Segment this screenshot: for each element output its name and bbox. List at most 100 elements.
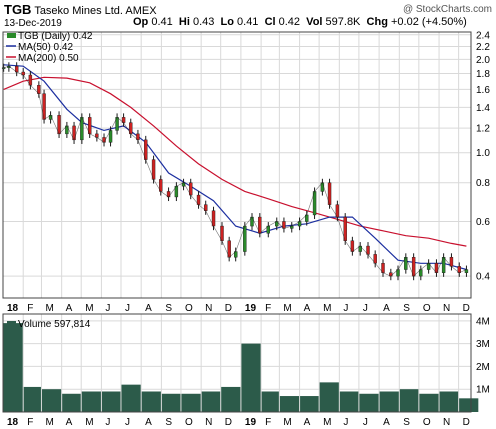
ma200-line-group: [3, 76, 467, 247]
volume-bar: [399, 389, 419, 412]
x-tick-label-price: A: [145, 303, 152, 314]
ma50-line-group: [3, 64, 467, 271]
legend-swatch-price: [7, 33, 16, 38]
x-tick-label-price: O: [423, 303, 431, 314]
x-tick-label-volume: A: [66, 417, 73, 428]
open-value: 0.41: [151, 16, 173, 28]
x-tick-label-price: F: [27, 303, 33, 314]
price-series-group: [1, 62, 469, 281]
y-tick-label-volume: 4M: [476, 316, 490, 327]
low-label: Lo: [220, 16, 234, 28]
volume-bar: [141, 391, 161, 412]
x-tick-label-price: 19: [245, 303, 257, 314]
x-tick-label-volume: M: [283, 417, 291, 428]
x-tick-label-price: M: [85, 303, 93, 314]
price-close-line: [3, 65, 467, 277]
volume-bar: [81, 391, 101, 412]
low-value: 0.41: [237, 16, 259, 28]
y-tick-label-price: 1.8: [476, 69, 490, 80]
x-tick-label-price: A: [304, 303, 311, 314]
volume-bar: [201, 391, 221, 412]
volume-bar: [419, 393, 439, 412]
volume-bar: [261, 391, 279, 412]
x-tick-labels: 18 18 F F M M A A M M J J J J A A S S O O N N D D 19 19 F F M M A A M M J J…: [7, 303, 470, 428]
x-tick-label-price: M: [283, 303, 291, 314]
open-label: Op: [133, 16, 149, 28]
volume-legend: Volume 597,814: [7, 319, 91, 330]
legend-swatch-volume: [7, 321, 16, 326]
x-tick-label-price: D: [463, 303, 470, 314]
stockcharts-watermark: @ StockCharts.com: [402, 4, 492, 15]
volume-bar: [221, 386, 241, 412]
x-tick-label-volume: S: [165, 417, 172, 428]
ma50-line: [3, 64, 467, 271]
x-tick-label-volume: J: [343, 417, 348, 428]
volume-bar: [41, 389, 62, 412]
volume-bar: [181, 393, 201, 412]
x-tick-label-price: J: [105, 303, 110, 314]
x-tick-label-volume: M: [323, 417, 331, 428]
y-tick-label-volume: 1M: [476, 385, 490, 396]
y-tick-label-price: 0.4: [476, 272, 490, 283]
price-candle: [1, 67, 6, 69]
y-tick-label-volume: 3M: [476, 339, 490, 350]
y-tick-label-price: 0.8: [476, 178, 490, 189]
volume-bar: [23, 386, 41, 412]
x-tick-label-volume: N: [205, 417, 212, 428]
volume-bar: [101, 391, 121, 412]
y-tick-label-price: 1.2: [476, 124, 490, 135]
x-tick-label-price: M: [323, 303, 331, 314]
x-tick-label-volume: J: [105, 417, 110, 428]
volume-bar: [359, 393, 379, 412]
change-label: Chg: [366, 16, 388, 28]
x-tick-label-volume: F: [27, 417, 33, 428]
x-tick-label-volume: J: [363, 417, 368, 428]
volume-bar: [459, 398, 479, 412]
x-tick-label-price: S: [165, 303, 172, 314]
x-tick-label-price: N: [443, 303, 450, 314]
x-tick-label-volume: S: [403, 417, 410, 428]
x-tick-label-price: D: [225, 303, 232, 314]
volume-bar: [339, 391, 359, 412]
y-tick-labels: 0.4 0.6 0.8 1.0 1.2 1.4 1.6 1.8 2.0 2.22.4 1M 2M 3M 4…: [476, 30, 490, 395]
x-tick-label-price: A: [383, 303, 390, 314]
legend-price: TGB (Daily) 0.42: [18, 31, 93, 42]
x-tick-label-volume: O: [423, 417, 431, 428]
x-tick-label-volume: J: [125, 417, 130, 428]
high-value: 0.43: [192, 16, 215, 28]
y-tick-label-price: 1.6: [476, 85, 490, 96]
volume-grid: [2, 314, 471, 412]
x-tick-label-price: J: [125, 303, 130, 314]
date-label: 13-Dec-2019: [4, 18, 62, 29]
volume-bar: [439, 391, 459, 412]
x-tick-label-volume: M: [85, 417, 93, 428]
x-tick-label-price: O: [185, 303, 193, 314]
chart-header-line1: TGB Taseko Mines Ltd. AMEX: [4, 2, 157, 17]
x-tick-label-volume: A: [304, 417, 311, 428]
y-tick-label-price: 2.0: [476, 55, 490, 66]
x-tick-label-volume: O: [185, 417, 193, 428]
volume-bar: [379, 391, 399, 412]
y-tick-label-price: 2.4: [476, 30, 490, 41]
volume-panel-frame: [2, 313, 472, 413]
volume-bar: [300, 396, 319, 412]
price-panel-frame: [2, 31, 472, 299]
x-tick-label-volume: 18: [7, 417, 19, 428]
watermark: @ StockCharts.com: [403, 4, 492, 15]
price-legend: TGB (Daily) 0.42 MA(50) 0.42 MA(200) 0.5…: [6, 31, 93, 64]
x-tick-label-price: M: [45, 303, 53, 314]
volume-bars-group: [3, 323, 479, 412]
x-tick-label-price: 18: [7, 303, 19, 314]
volume-value: 597.8K: [325, 16, 361, 28]
x-tick-label-volume: D: [225, 417, 232, 428]
y-tick-label-price: 0.6: [476, 217, 490, 228]
legend-ma50: MA(50) 0.42: [18, 42, 73, 53]
volume-bar: [161, 393, 181, 412]
volume-bar: [62, 393, 81, 412]
x-tick-label-volume: F: [265, 417, 271, 428]
y-tick-label-price: 1.0: [476, 148, 490, 159]
x-tick-label-price: F: [265, 303, 271, 314]
company-name: Taseko Mines Ltd.: [34, 5, 123, 17]
volume-bar: [241, 343, 261, 412]
